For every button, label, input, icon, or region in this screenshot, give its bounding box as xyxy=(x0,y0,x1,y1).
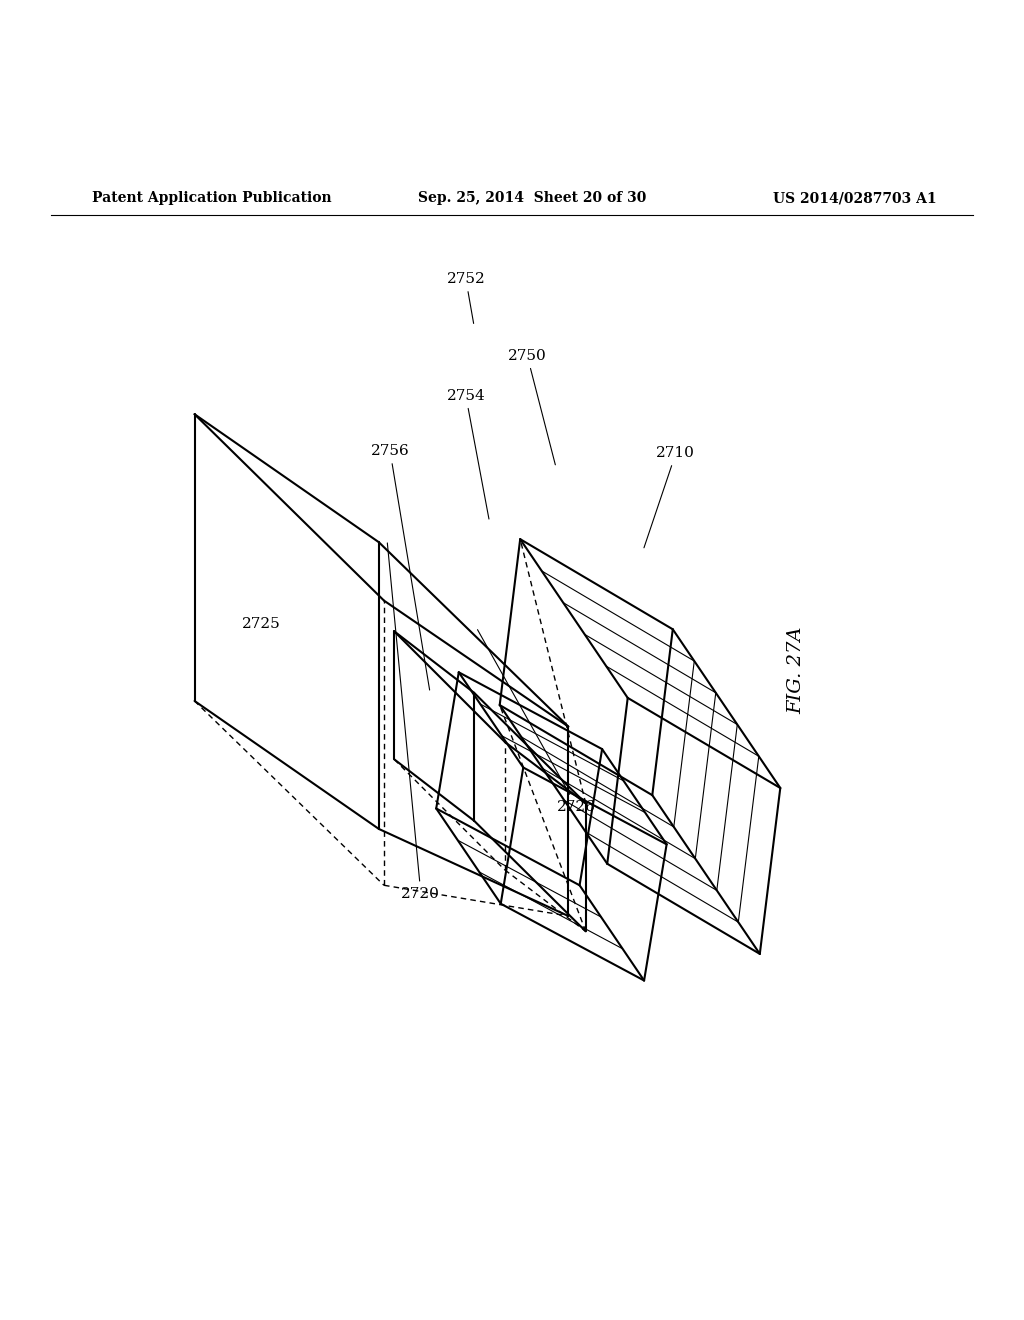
Text: US 2014/0287703 A1: US 2014/0287703 A1 xyxy=(773,191,937,205)
Text: Sep. 25, 2014  Sheet 20 of 30: Sep. 25, 2014 Sheet 20 of 30 xyxy=(418,191,646,205)
Text: 2710: 2710 xyxy=(644,446,695,548)
Text: 2752: 2752 xyxy=(446,272,485,323)
Text: FIG. 27A: FIG. 27A xyxy=(787,627,806,714)
Text: 2754: 2754 xyxy=(446,389,488,519)
Text: 2726: 2726 xyxy=(477,630,596,813)
Text: Patent Application Publication: Patent Application Publication xyxy=(92,191,332,205)
Text: 2756: 2756 xyxy=(371,445,430,690)
Text: 2720: 2720 xyxy=(387,543,440,900)
Text: 2725: 2725 xyxy=(242,618,281,631)
Text: 2750: 2750 xyxy=(508,348,555,465)
